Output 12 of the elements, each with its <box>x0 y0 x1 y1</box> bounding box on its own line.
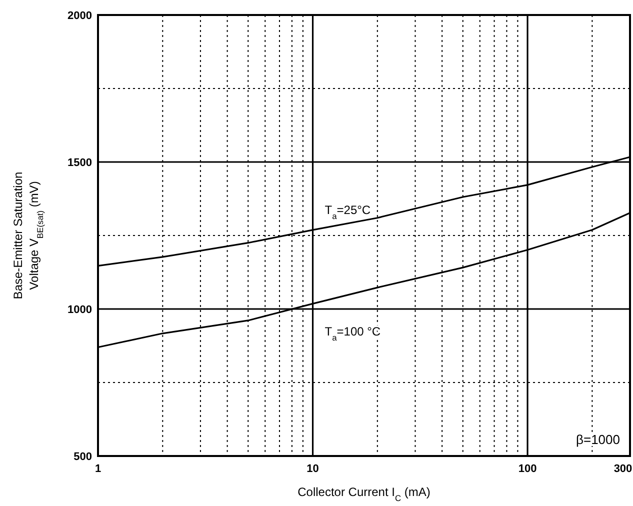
series-label: T$_{a}$=25°C <box>324 202 371 221</box>
x-tick-label: 100 <box>518 463 537 475</box>
y-tick-label: 2000 <box>68 10 92 22</box>
series-label: T$_{a}$=100 °C <box>324 324 381 343</box>
annotation: β=1000 <box>576 432 620 447</box>
y-tick-label: 1500 <box>68 157 92 169</box>
x-tick-label: 10 <box>306 463 319 475</box>
y-tick-label: 500 <box>74 451 92 463</box>
x-tick-label: 300 <box>614 463 632 475</box>
x-axis-title: Collector Current I$_{C}$ (mA) <box>298 485 430 503</box>
x-tick-label: 1 <box>94 463 102 475</box>
y-tick-label: 1000 <box>68 304 92 316</box>
